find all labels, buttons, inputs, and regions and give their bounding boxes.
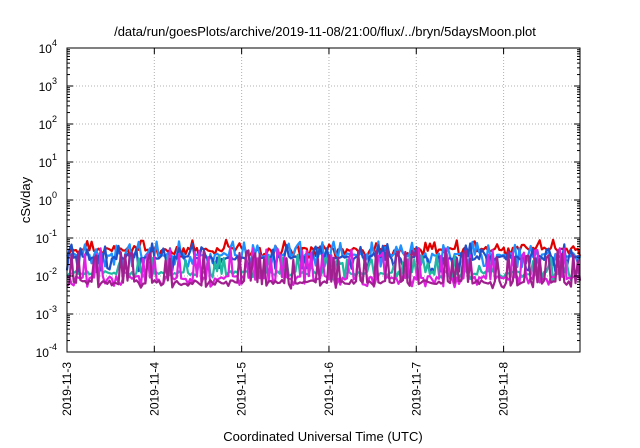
x-tick-label: 2019-11-7 [409, 362, 423, 416]
y-tick-label: 104 [39, 38, 57, 56]
series-line [66, 249, 582, 290]
tick-marks [66, 47, 580, 353]
x-tick-label: 2019-11-6 [322, 362, 336, 416]
y-tick-label: 102 [39, 114, 57, 132]
y-tick-label: 100 [39, 190, 57, 208]
y-tick-label: 10-2 [36, 266, 57, 284]
x-tick-label: 2019-11-8 [497, 362, 511, 416]
chart-title: /data/run/goesPlots/archive/2019-11-08/2… [114, 24, 536, 39]
x-tick-label: 2019-11-4 [147, 362, 161, 416]
y-axis-label: cSv/day [18, 176, 33, 223]
x-tick-labels: 2019-11-3 2019-11-4 2019-11-5 2019-11-6 2019… [60, 362, 511, 416]
plot-frame [66, 47, 581, 353]
x-tick-label: 2019-11-5 [235, 362, 249, 416]
y-tick-label: 10-3 [36, 304, 57, 322]
y-tick-labels: 10-4 10-3 10-2 10-1 100 101 102 103 104 [36, 38, 57, 360]
y-tick-label: 10-4 [36, 342, 57, 360]
grid [66, 47, 580, 353]
y-tick-label: 10-1 [36, 228, 57, 246]
series-group [65, 238, 582, 290]
x-axis-label: Coordinated Universal Time (UTC) [223, 429, 422, 444]
y-tick-label: 103 [39, 76, 57, 94]
x-tick-label: 2019-11-3 [60, 362, 74, 416]
y-tick-label: 101 [39, 152, 57, 170]
